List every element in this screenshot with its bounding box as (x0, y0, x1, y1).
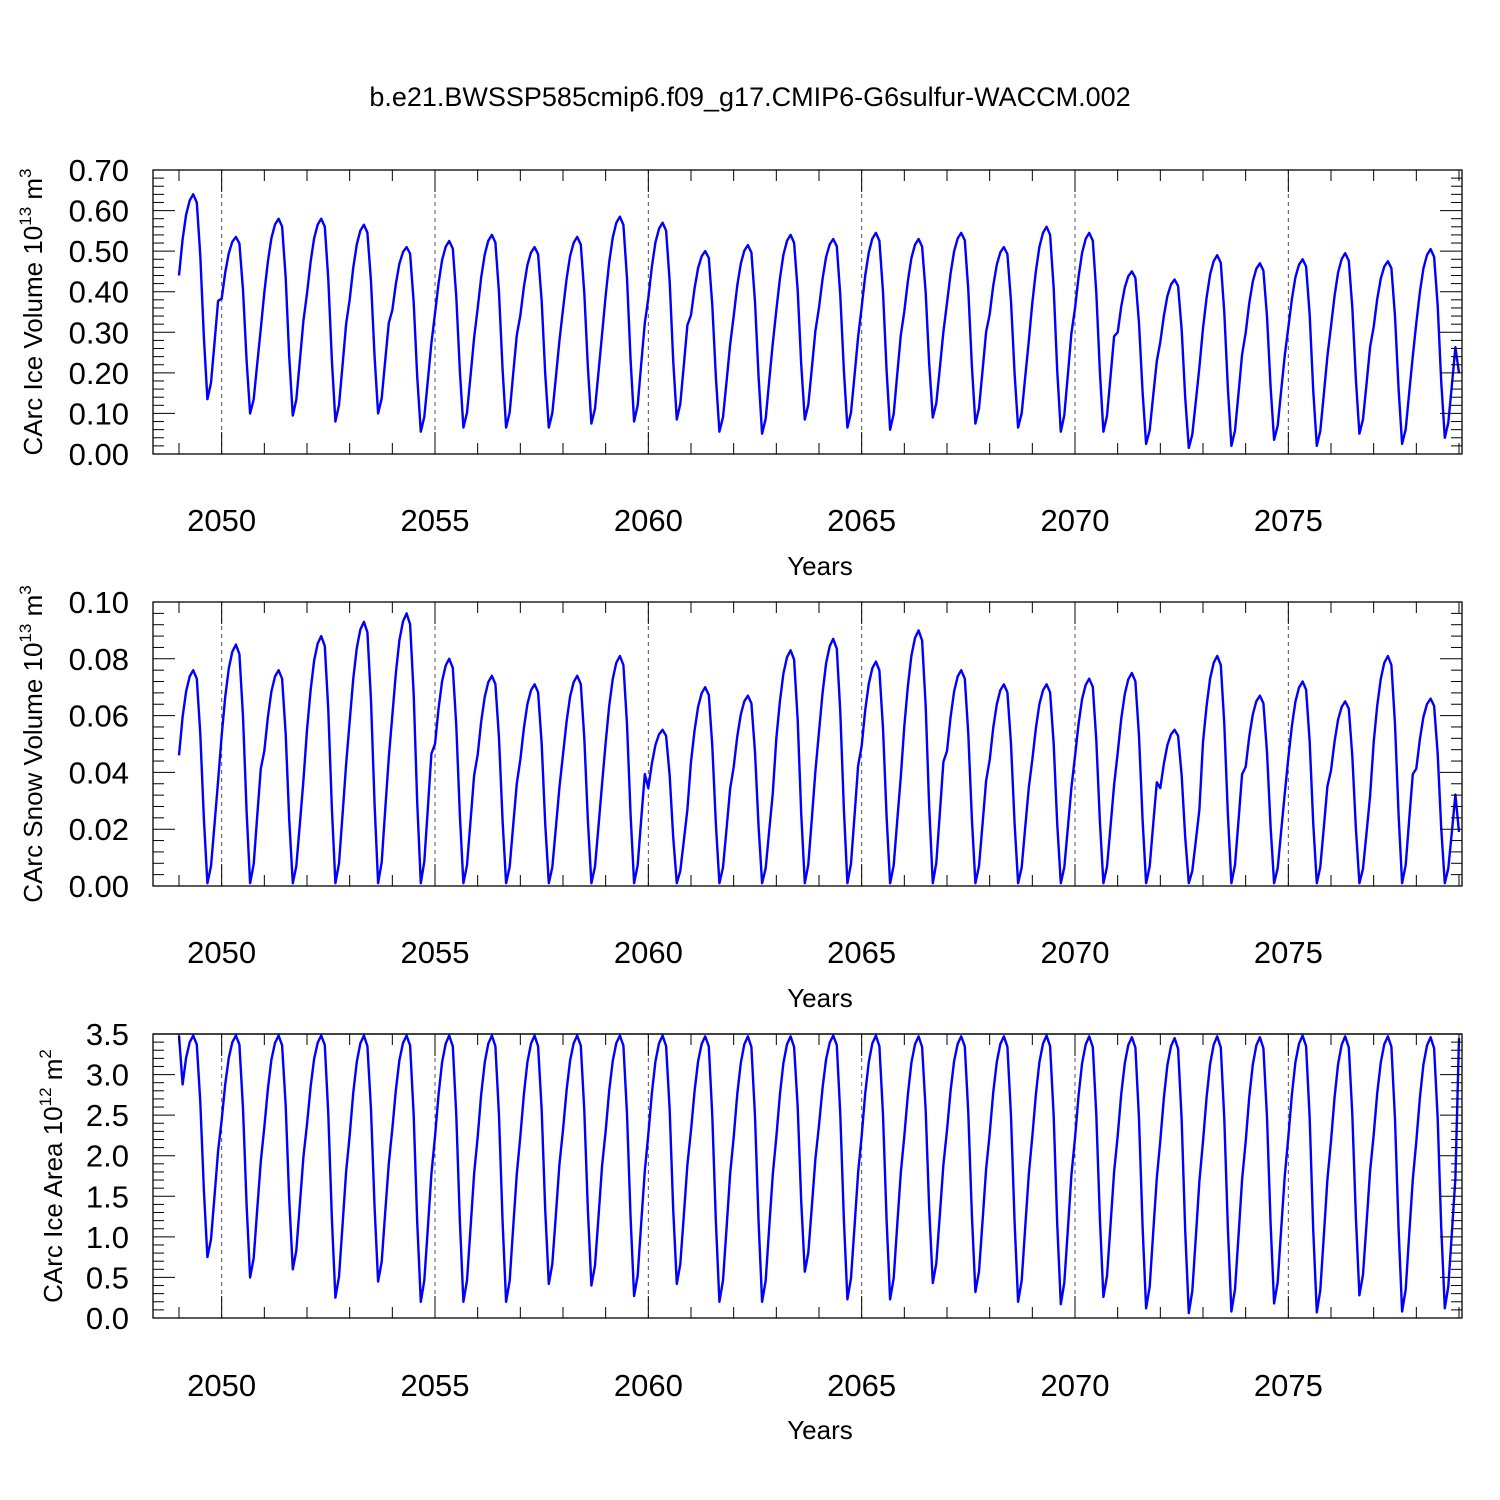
y-tick-label: 0.30 (69, 315, 129, 350)
x-tick-label: 2065 (827, 935, 896, 970)
y-tick-label: 0.40 (69, 275, 129, 310)
x-tick-label: 2055 (401, 935, 470, 970)
y-tick-label: 0.08 (69, 642, 129, 677)
y-tick-label: 0.5 (86, 1260, 129, 1295)
x-tick-label: 2065 (827, 1368, 896, 1403)
y-tick-label: 0.10 (69, 585, 129, 620)
y-tick-label: 0.0 (86, 1301, 129, 1336)
ice-area-panel: 2050 2055 2060 2065 2070 2075 0.0 0.5 1.0 1.5 2.0 2… (36, 1017, 1463, 1445)
x-tick-label: 2055 (401, 503, 470, 538)
plot-frame (152, 601, 1463, 887)
series-line (177, 193, 1461, 450)
y-tick-label: 3.5 (86, 1017, 129, 1052)
y-tick-label: 2.0 (86, 1139, 129, 1174)
x-tick-label: 2050 (187, 1368, 256, 1403)
y-tick-label: 1.0 (86, 1220, 129, 1255)
y-tick-label: 0.00 (69, 869, 129, 904)
x-tick-label: 2060 (614, 1368, 683, 1403)
y-tick-label: 1.5 (86, 1179, 129, 1214)
y-axis-title: CArc Ice Area 1012 m2 (36, 1049, 68, 1303)
x-tick-label: 2070 (1041, 1368, 1110, 1403)
y-tick-label: 0.10 (69, 396, 129, 431)
y-axis-title: CArc Ice Volume 1013 m3 (16, 168, 48, 455)
x-tick-label: 2060 (614, 935, 683, 970)
y-tick-label: 0.50 (69, 234, 129, 269)
x-tick-label: 2075 (1254, 503, 1323, 538)
series-line (177, 612, 1461, 885)
x-tick-label: 2050 (187, 503, 256, 538)
series-line (177, 1034, 1461, 1315)
x-axis-title: Years (787, 983, 853, 1013)
y-tick-label: 3.0 (86, 1058, 129, 1093)
x-axis-title: Years (787, 1415, 853, 1445)
figure-title: b.e21.BWSSP585cmip6.f09_g17.CMIP6-G6sulf… (369, 82, 1130, 112)
x-tick-label: 2070 (1041, 503, 1110, 538)
plot-frame (152, 1033, 1463, 1319)
x-tick-label: 2075 (1254, 1368, 1323, 1403)
y-tick-label: 2.5 (86, 1098, 129, 1133)
x-tick-label: 2055 (401, 1368, 470, 1403)
x-tick-label: 2060 (614, 503, 683, 538)
y-tick-label: 0.04 (69, 755, 129, 790)
x-tick-label: 2050 (187, 935, 256, 970)
x-tick-label: 2075 (1254, 935, 1323, 970)
y-tick-label: 0.60 (69, 194, 129, 229)
y-tick-label: 0.70 (69, 153, 129, 188)
y-tick-label: 0.06 (69, 699, 129, 734)
x-axis-title: Years (787, 551, 853, 581)
plot-frame (152, 169, 1463, 455)
x-tick-label: 2065 (827, 503, 896, 538)
snow-volume-panel: 2050 2055 2060 2065 2070 2075 0.00 0.02 0.04 0.06… (16, 585, 1463, 1013)
y-tick-label: 0.02 (69, 812, 129, 847)
y-tick-label: 0.20 (69, 356, 129, 391)
y-tick-label: 0.00 (69, 437, 129, 472)
y-axis-title: CArc Snow Volume 1013 m3 (16, 585, 48, 902)
x-tick-label: 2070 (1041, 935, 1110, 970)
ice-volume-panel: 2050 2055 2060 2065 2070 2075 0.00 0.10 0.20 0.30… (16, 153, 1463, 581)
